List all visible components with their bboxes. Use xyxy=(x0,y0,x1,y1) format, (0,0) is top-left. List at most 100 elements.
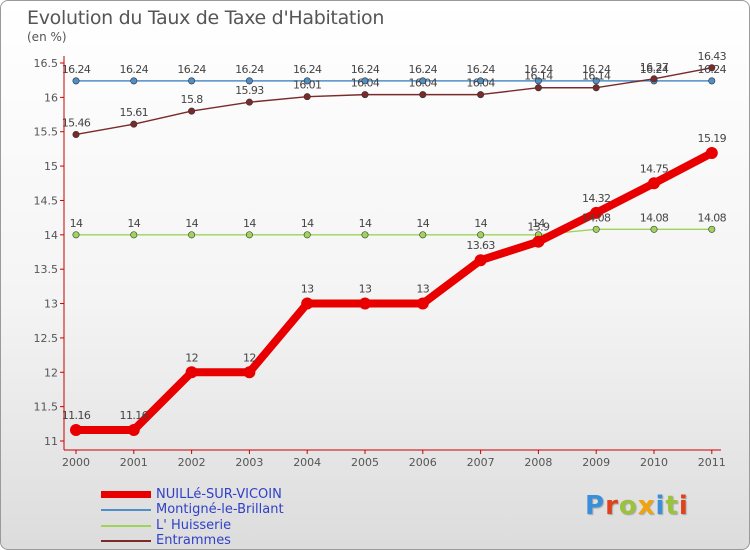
data-point-montigne xyxy=(72,77,80,85)
data-label-entrammes: 15.8 xyxy=(181,93,204,106)
data-label-entrammes: 16.04 xyxy=(409,77,438,90)
data-label-montigne: 16.24 xyxy=(120,63,149,76)
data-label-huisserie: 14 xyxy=(474,217,487,230)
x-tick-label: 2007 xyxy=(467,456,495,469)
data-label-entrammes: 15.61 xyxy=(120,106,149,119)
logo-letter: o xyxy=(618,491,638,521)
legend-label: NUILLé-SUR-VICOIN xyxy=(156,486,282,502)
data-point-huisserie xyxy=(592,225,600,233)
data-point-nuille xyxy=(705,147,718,160)
x-tick-label: 2003 xyxy=(235,456,263,469)
x-tick-label: 2010 xyxy=(640,456,668,469)
data-point-nuille xyxy=(243,366,256,379)
x-tick-label: 2002 xyxy=(178,456,206,469)
legend-item-huisserie: L' Huisserie xyxy=(101,518,284,534)
data-label-montigne: 16.24 xyxy=(293,63,322,76)
data-label-nuille: 13 xyxy=(359,283,372,296)
data-label-nuille: 14.32 xyxy=(582,192,611,205)
data-point-entrammes xyxy=(361,91,369,99)
data-point-huisserie xyxy=(188,231,196,239)
legend-swatch-nuille xyxy=(101,491,151,499)
y-tick-label: 13.5 xyxy=(34,263,59,276)
data-label-huisserie: 14 xyxy=(301,217,314,230)
data-label-nuille: 13 xyxy=(416,283,429,296)
data-label-huisserie: 14 xyxy=(416,217,429,230)
data-label-montigne: 16.24 xyxy=(698,63,727,76)
x-tick-label: 2009 xyxy=(582,456,610,469)
legend-swatch-entrammes xyxy=(101,540,151,543)
data-point-montigne xyxy=(419,77,427,85)
data-point-montigne xyxy=(361,77,369,85)
data-label-montigne: 16.24 xyxy=(235,63,264,76)
data-point-montigne xyxy=(188,77,196,85)
x-tick-label: 2006 xyxy=(409,456,437,469)
chart-title: Evolution du Taux de Taxe d'Habitation xyxy=(27,7,385,29)
logo-letter: P xyxy=(585,491,606,521)
y-tick-label: 14.5 xyxy=(34,194,59,207)
data-point-huisserie xyxy=(130,231,138,239)
data-label-entrammes: 16.27 xyxy=(640,61,669,74)
data-point-nuille xyxy=(532,235,545,248)
data-point-nuille xyxy=(185,366,198,379)
data-point-huisserie xyxy=(708,225,716,233)
data-point-entrammes xyxy=(592,84,600,92)
data-point-huisserie xyxy=(361,231,369,239)
legend-label: L' Huisserie xyxy=(156,517,232,533)
logo-letter: i xyxy=(678,491,689,521)
data-point-montigne xyxy=(592,77,600,85)
data-label-entrammes: 16.14 xyxy=(524,70,553,83)
data-label-huisserie: 14 xyxy=(359,217,372,230)
data-label-huisserie: 14 xyxy=(70,217,83,230)
x-tick-label: 2000 xyxy=(62,456,90,469)
y-tick-label: 16 xyxy=(44,91,58,104)
data-label-nuille: 13 xyxy=(301,283,314,296)
data-label-huisserie: 14.08 xyxy=(640,211,669,224)
logo-letter: i xyxy=(655,491,666,521)
x-tick-label: 2004 xyxy=(293,456,321,469)
data-label-montigne: 16.24 xyxy=(640,63,669,76)
y-tick-label: 11.5 xyxy=(34,401,59,414)
proxiti-logo: Proxiti xyxy=(585,491,689,521)
data-label-montigne: 16.24 xyxy=(351,63,380,76)
data-point-huisserie xyxy=(419,231,427,239)
legend-item-nuille: NUILLé-SUR-VICOIN xyxy=(101,487,284,503)
data-label-huisserie: 14 xyxy=(243,217,256,230)
data-label-huisserie: 14 xyxy=(127,217,140,230)
data-label-nuille: 11.16 xyxy=(62,409,91,422)
data-point-huisserie xyxy=(245,231,253,239)
data-point-entrammes xyxy=(130,120,138,128)
data-label-nuille: 13.9 xyxy=(527,221,550,234)
data-point-montigne xyxy=(708,77,716,85)
data-point-huisserie xyxy=(650,225,658,233)
y-tick-label: 13 xyxy=(44,298,58,311)
data-label-entrammes: 16.43 xyxy=(698,50,727,63)
series-line-huisserie xyxy=(75,228,713,236)
legend-swatch-huisserie xyxy=(101,524,151,527)
x-tick-label: 2001 xyxy=(120,456,148,469)
data-label-nuille: 12 xyxy=(243,351,256,364)
legend-label: Entrammes xyxy=(156,533,231,549)
legend-swatch-montigne xyxy=(101,509,151,512)
logo-letter: x xyxy=(637,491,656,521)
data-point-entrammes xyxy=(245,98,253,106)
data-point-nuille xyxy=(301,297,314,310)
data-point-entrammes xyxy=(303,93,311,101)
legend-item-entrammes: Entrammes xyxy=(101,534,284,550)
data-point-montigne xyxy=(245,77,253,85)
data-label-entrammes: 15.93 xyxy=(235,84,264,97)
y-tick-label: 14 xyxy=(44,229,58,242)
data-point-entrammes xyxy=(188,107,196,115)
data-label-nuille: 12 xyxy=(185,351,198,364)
data-label-nuille: 11.16 xyxy=(120,409,149,422)
data-point-huisserie xyxy=(303,231,311,239)
logo-letter: r xyxy=(605,491,619,521)
data-point-entrammes xyxy=(534,84,542,92)
data-point-montigne xyxy=(130,77,138,85)
legend-item-montigne: Montigné-le-Brillant xyxy=(101,503,284,519)
data-label-entrammes: 16.14 xyxy=(582,70,611,83)
data-label-montigne: 16.24 xyxy=(582,63,611,76)
data-point-nuille xyxy=(648,177,660,190)
data-point-entrammes xyxy=(72,130,80,138)
